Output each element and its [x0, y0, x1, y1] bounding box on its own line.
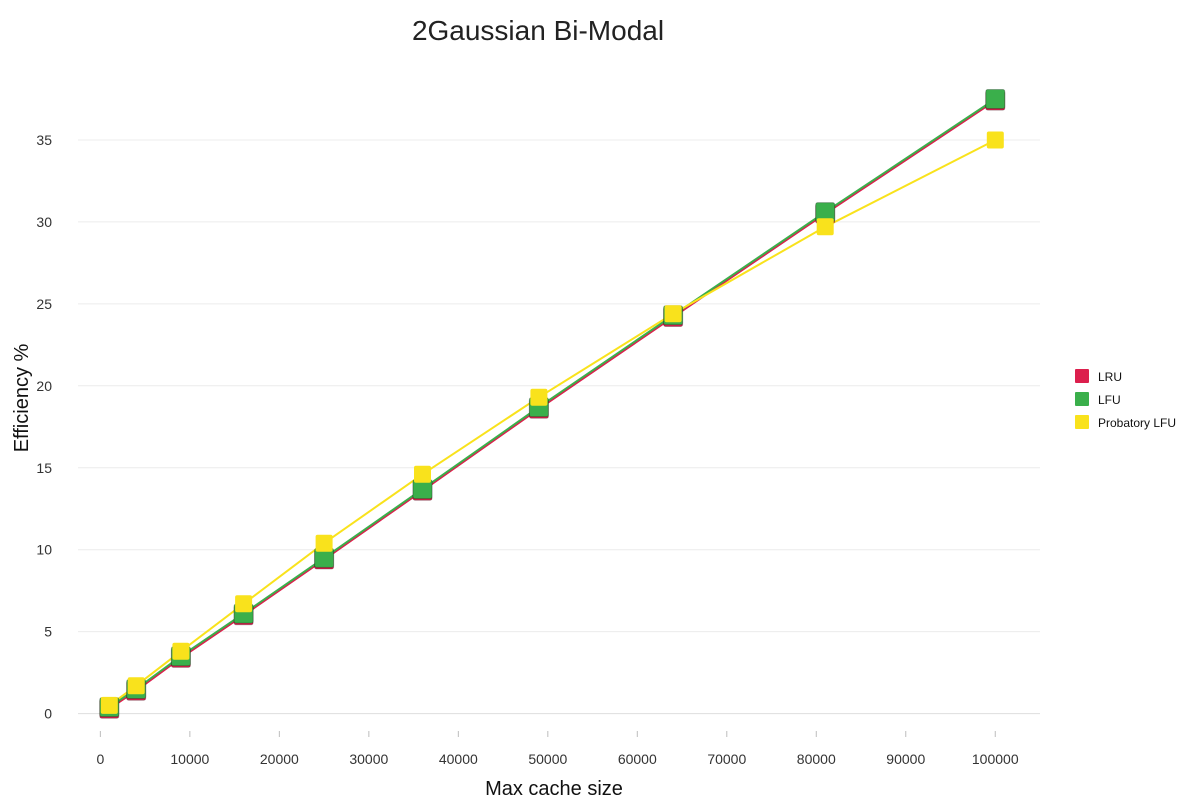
data-point-probatory-lfu[interactable]: [664, 305, 682, 323]
data-point-probatory-lfu[interactable]: [816, 218, 834, 236]
data-point-lfu[interactable]: [985, 89, 1006, 109]
x-tick-label: 80000: [797, 751, 836, 767]
y-tick-label: 5: [44, 624, 52, 640]
y-tick-label: 15: [36, 460, 52, 476]
data-point-probatory-lfu[interactable]: [986, 131, 1004, 149]
series-line-probatory-lfu: [108, 139, 996, 707]
chart-title: 2Gaussian Bi-Modal: [412, 15, 664, 46]
x-tick-label: 40000: [439, 751, 478, 767]
y-tick-label: 35: [36, 132, 52, 148]
data-point-probatory-lfu[interactable]: [172, 642, 190, 660]
x-tick-label: 70000: [707, 751, 746, 767]
x-tick-label: 100000: [972, 751, 1019, 767]
x-tick-label: 90000: [886, 751, 925, 767]
x-tick-label: 50000: [528, 751, 567, 767]
y-tick-label: 10: [36, 542, 52, 558]
y-tick-label: 0: [44, 706, 52, 722]
y-tick-label: 30: [36, 214, 52, 230]
legend-swatch[interactable]: [1075, 369, 1089, 383]
x-tick-label: 0: [96, 751, 104, 767]
legend-swatch[interactable]: [1075, 392, 1089, 406]
y-tick-label: 20: [36, 378, 52, 394]
y-tick-label: 25: [36, 296, 52, 312]
data-point-probatory-lfu[interactable]: [315, 534, 333, 552]
data-point-probatory-lfu[interactable]: [235, 595, 253, 613]
x-tick-label: 10000: [170, 751, 209, 767]
y-axis-label: Efficiency %: [11, 344, 33, 453]
x-axis-label: Max cache size: [485, 778, 623, 800]
legend-label[interactable]: Probatory LFU: [1098, 416, 1176, 430]
series-line-lru: [108, 99, 996, 710]
data-point-probatory-lfu[interactable]: [530, 388, 548, 406]
legend-swatch[interactable]: [1075, 415, 1089, 429]
legend-label[interactable]: LRU: [1098, 370, 1122, 384]
axes: 0 5 10 15 20 25 30 35 0 10000 20000 30000 40000 50000…: [36, 132, 1018, 767]
x-tick-label: 60000: [618, 751, 657, 767]
series-layer: [99, 89, 1006, 719]
x-tick-label: 20000: [260, 751, 299, 767]
legend-label[interactable]: LFU: [1098, 393, 1121, 407]
legend: LRU LFU Probatory LFU: [1075, 369, 1176, 430]
data-point-probatory-lfu[interactable]: [414, 465, 431, 483]
data-point-probatory-lfu[interactable]: [100, 696, 118, 714]
series-line-lfu: [108, 98, 996, 708]
data-point-probatory-lfu[interactable]: [127, 677, 145, 695]
x-tick-label: 30000: [349, 751, 388, 767]
